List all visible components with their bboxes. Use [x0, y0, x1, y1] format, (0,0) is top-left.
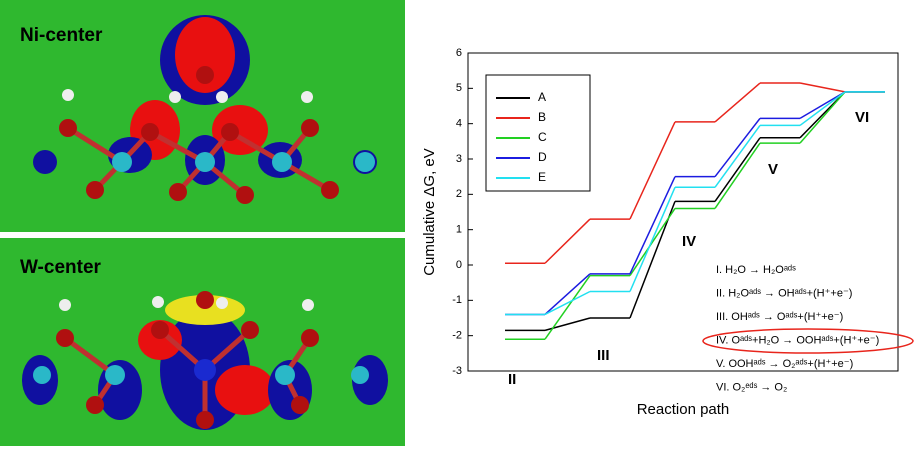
- reaction: I. H₂O → H₂Oᵃᵈˢ: [716, 264, 796, 276]
- y-tick-label: -3: [452, 365, 462, 377]
- legend-label: C: [538, 130, 547, 144]
- step-annotation: IV: [682, 233, 696, 250]
- connector: [715, 125, 760, 187]
- y-tick-label: 4: [456, 118, 462, 130]
- connector: [715, 83, 760, 122]
- legend-label: E: [538, 170, 546, 184]
- connector: [545, 219, 590, 263]
- y-tick-label: 0: [456, 259, 462, 271]
- legend-label: B: [538, 110, 546, 124]
- reaction: V. OOHᵃᵈˢ → O₂ᵃᵈˢ+(H⁺+e⁻): [716, 358, 853, 370]
- connector: [800, 83, 845, 92]
- panel-label: Ni-center: [20, 25, 103, 46]
- connector: [800, 92, 845, 143]
- step-annotation: V: [768, 161, 778, 178]
- step-annotation: VI: [855, 109, 869, 126]
- y-tick-label: 3: [456, 153, 462, 165]
- reaction: II. H₂Oᵃᵈˢ → OHᵃᵈˢ+(H⁺+e⁻): [716, 287, 852, 299]
- reaction: III. OHᵃᵈˢ → Oᵃᵈˢ+(H⁺+e⁻): [716, 311, 843, 323]
- figure: Ni-center W-center Cumulative ΔG, eV Rea…: [0, 0, 917, 446]
- y-tick-label: 1: [456, 224, 462, 236]
- legend-label: D: [538, 150, 547, 164]
- legend-label: A: [538, 90, 546, 104]
- w-panel: W-center: [0, 238, 405, 446]
- page: Ni-center W-center Cumulative ΔG, eV Rea…: [0, 0, 917, 451]
- y-tick-label: 6: [456, 47, 462, 59]
- y-tick-label: 5: [456, 82, 462, 94]
- ni-panel: Ni-center: [0, 0, 405, 232]
- connector: [715, 143, 760, 208]
- connector: [800, 92, 845, 126]
- connector: [630, 208, 675, 275]
- step-annotation: III: [597, 347, 610, 364]
- reaction: IV. Oᵃᵈˢ+H₂O → OOHᵃᵈˢ+(H⁺+e⁻): [716, 334, 879, 346]
- x-axis-label: Reaction path: [637, 401, 730, 418]
- y-tick-label: -1: [452, 294, 462, 306]
- y-tick-label: -2: [452, 330, 462, 342]
- reaction: VI. O₂ᵉᵈˢ → O₂: [716, 381, 787, 393]
- panel-label: W-center: [20, 257, 102, 278]
- step-annotation: II: [508, 371, 516, 388]
- y-tick-label: 2: [456, 188, 462, 200]
- y-axis-label: Cumulative ΔG, eV: [421, 148, 438, 276]
